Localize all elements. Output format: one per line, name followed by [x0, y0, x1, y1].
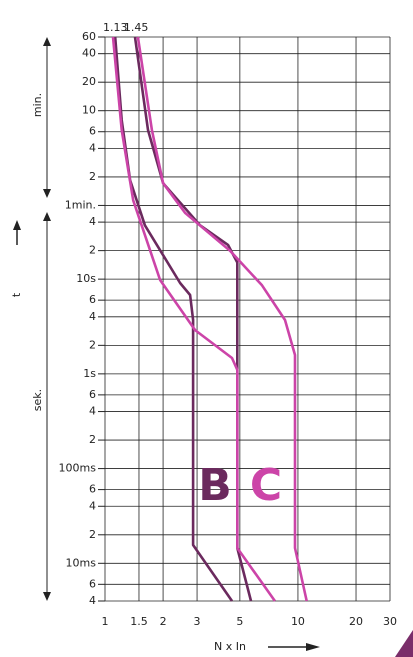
y-tick-label: 4 — [89, 310, 96, 323]
y-tick-label: 2 — [89, 170, 96, 183]
y-tick-label: 6 — [89, 388, 96, 401]
y-tick-label: 10s — [76, 272, 96, 285]
y-tick-label: 40 — [82, 47, 96, 60]
annotation: 1.13 — [103, 21, 128, 34]
x-arrow-head — [306, 643, 320, 651]
x-tick-label: 1 — [102, 615, 109, 628]
y-axis-label: t — [10, 292, 23, 297]
y-tick-label: 6 — [89, 483, 96, 496]
x-tick-label: 1.5 — [130, 615, 148, 628]
y-tick-label: 2 — [89, 433, 96, 446]
y-tick-label: 20 — [82, 75, 96, 88]
y-tick-label: 10ms — [66, 556, 97, 569]
annotation: 1.45 — [124, 21, 149, 34]
y-tick-label: 2 — [89, 338, 96, 351]
x-tick-label: 5 — [236, 615, 243, 628]
curve — [111, 36, 276, 602]
corner-mark — [395, 630, 413, 657]
y-tick-label: 2 — [89, 244, 96, 257]
y-tick-label: 4 — [89, 405, 96, 418]
series-label: B — [198, 460, 232, 511]
y-tick-label: 4 — [89, 499, 96, 512]
y-tick-label: 1min. — [65, 198, 96, 211]
y-tick-label: 100ms — [59, 462, 97, 475]
y-tick-label: 60 — [82, 30, 96, 43]
y-tick-label: 6 — [89, 293, 96, 306]
y-tick-label: 10 — [82, 104, 96, 117]
x-tick-label: 3 — [194, 615, 201, 628]
y-tick-label: 4 — [89, 594, 96, 607]
x-tick-label: 10 — [291, 615, 305, 628]
x-tick-label: 30 — [383, 615, 397, 628]
x-tick-label: 20 — [349, 615, 363, 628]
y-tick-label: 6 — [89, 125, 96, 138]
range-label: min. — [31, 93, 44, 117]
series-label: C — [250, 460, 282, 511]
y-tick-label: 4 — [89, 141, 96, 154]
y-tick-label: 4 — [89, 215, 96, 228]
curve — [113, 36, 234, 602]
y-tick-label: 2 — [89, 528, 96, 541]
curve — [136, 36, 308, 602]
x-tick-label: 2 — [160, 615, 167, 628]
x-axis-label: N x In — [214, 640, 246, 653]
y-tick-label: 1s — [83, 367, 96, 380]
y-tick-label: 6 — [89, 577, 96, 590]
range-label: sek. — [31, 389, 44, 411]
y-arrow-head — [13, 220, 21, 230]
